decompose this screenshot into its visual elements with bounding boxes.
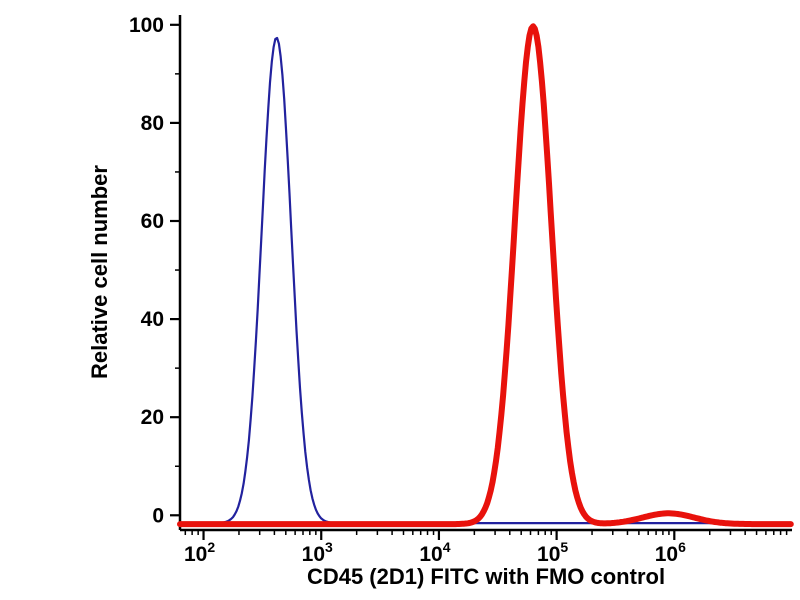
histogram-curve [177,23,794,528]
y-tick-label: 60 [141,210,164,233]
y-tick-label: 100 [129,14,164,37]
x-tick-label: 102 [184,539,215,566]
y-tick-label: 80 [141,112,164,135]
y-axis-label: Relative cell number [87,165,112,379]
y-tick-label: 20 [141,406,164,429]
x-tick-label: 106 [655,539,686,566]
x-axis-label: CD45 (2D1) FITC with FMO control [306,564,666,589]
x-tick-label: 103 [302,539,333,566]
y-tick-label: 40 [141,308,164,331]
x-tick-label: 104 [419,539,450,566]
histogram-curve [178,36,792,525]
x-tick-label: 105 [537,539,568,566]
y-tick-label: 0 [152,504,164,527]
